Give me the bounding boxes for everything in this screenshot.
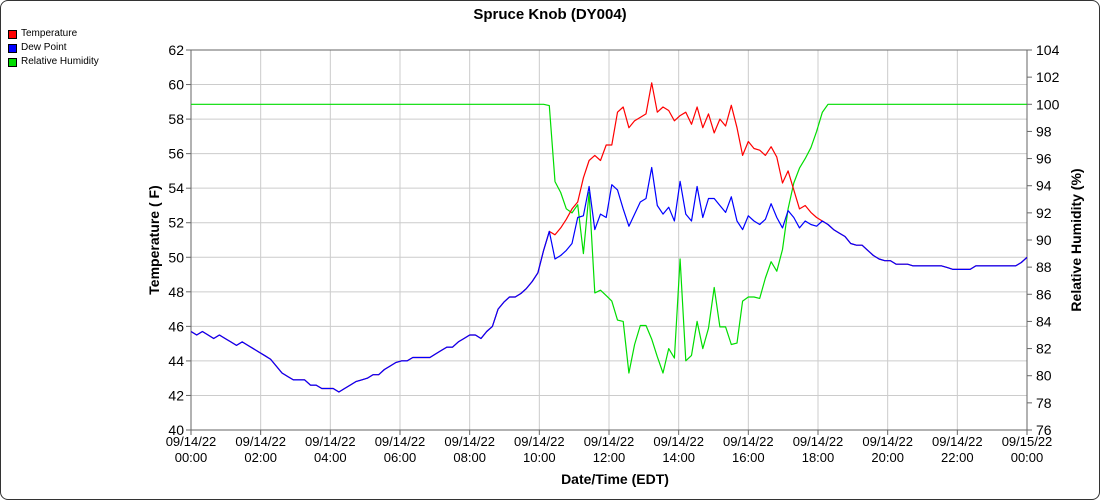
y-tick-label: 54 xyxy=(168,180,184,196)
legend-item-temperature: Temperature xyxy=(8,27,99,41)
grid xyxy=(190,49,1028,431)
legend: Temperature Dew Point Relative Humidity xyxy=(8,27,99,69)
legend-swatch-relative-humidity xyxy=(8,57,17,67)
x-tick-date: 09/14/22 xyxy=(584,434,635,449)
x-tick-time: 00:00 xyxy=(1011,450,1044,465)
x-tick-time: 04:00 xyxy=(314,450,347,465)
x-tick-date: 09/14/22 xyxy=(166,434,217,449)
x-axis-label: Date/Time (EDT) xyxy=(561,471,669,487)
x-tick-date: 09/15/22 xyxy=(1002,434,1053,449)
x-tick-date: 09/14/22 xyxy=(862,434,913,449)
y-tick-label: 48 xyxy=(168,284,184,300)
y-tick-label: 58 xyxy=(168,111,184,127)
y-tick-label: 46 xyxy=(168,318,184,334)
y-tick-label: 62 xyxy=(168,42,184,58)
y2-tick-label: 98 xyxy=(1036,123,1052,139)
y2-tick-label: 92 xyxy=(1036,205,1052,221)
y2-tick-label: 90 xyxy=(1036,232,1052,248)
x-tick-time: 18:00 xyxy=(802,450,835,465)
x-tick-date: 09/14/22 xyxy=(305,434,356,449)
x-tick-date: 09/14/22 xyxy=(723,434,774,449)
series-line-dew-point xyxy=(190,166,1028,393)
y-tick-label: 44 xyxy=(168,353,184,369)
y-tick-label: 50 xyxy=(168,249,184,265)
y-tick-label: 52 xyxy=(168,215,184,231)
x-tick-time: 02:00 xyxy=(244,450,277,465)
y2-tick-label: 96 xyxy=(1036,151,1052,167)
y-tick-label: 42 xyxy=(168,387,184,403)
legend-label-temperature: Temperature xyxy=(21,28,78,39)
legend-item-dew-point: Dew Point xyxy=(8,41,99,55)
series-line-relative-humidity xyxy=(191,103,1027,374)
legend-label-dew-point: Dew Point xyxy=(21,42,67,53)
x-tick-time: 20:00 xyxy=(871,450,904,465)
x-tick-time: 22:00 xyxy=(941,450,974,465)
y2-tick-label: 94 xyxy=(1036,178,1052,194)
y-tick-label: 56 xyxy=(168,146,184,162)
y-axis-label: Temperature ( F) xyxy=(146,185,162,294)
y2-tick-label: 80 xyxy=(1036,368,1052,384)
chart-title: Spruce Knob (DY004) xyxy=(473,6,626,23)
legend-item-relative-humidity: Relative Humidity xyxy=(8,55,99,69)
x-tick-date: 09/14/22 xyxy=(514,434,565,449)
y2-tick-label: 88 xyxy=(1036,259,1052,275)
y2-tick-label: 86 xyxy=(1036,286,1052,302)
y-axis-ticks: 40 42 44 46 48 50 52 54 56 58 60 62 xyxy=(168,42,191,438)
y2-axis-ticks: 76 78 80 82 84 86 88 90 92 94 96 98 100 102 104 xyxy=(1027,42,1060,438)
x-tick-time: 14:00 xyxy=(662,450,695,465)
x-axis-ticks: 09/14/2200:0009/14/2202:0009/14/2204:000… xyxy=(166,430,1053,465)
x-tick-time: 00:00 xyxy=(175,450,208,465)
legend-swatch-dew-point xyxy=(8,43,17,53)
legend-swatch-temperature xyxy=(8,29,17,39)
y2-tick-label: 104 xyxy=(1036,42,1060,58)
x-tick-time: 08:00 xyxy=(453,450,486,465)
x-tick-date: 09/14/22 xyxy=(932,434,983,449)
y2-tick-label: 84 xyxy=(1036,313,1052,329)
y2-tick-label: 78 xyxy=(1036,395,1052,411)
x-tick-date: 09/14/22 xyxy=(793,434,844,449)
x-tick-date: 09/14/22 xyxy=(375,434,426,449)
x-tick-time: 16:00 xyxy=(732,450,765,465)
x-tick-date: 09/14/22 xyxy=(235,434,286,449)
y2-tick-label: 100 xyxy=(1036,96,1060,112)
y2-tick-label: 102 xyxy=(1036,69,1060,85)
legend-label-relative-humidity: Relative Humidity xyxy=(21,56,99,67)
x-tick-date: 09/14/22 xyxy=(653,434,704,449)
y2-tick-label: 76 xyxy=(1036,422,1052,438)
y-tick-label: 60 xyxy=(168,77,184,93)
x-tick-date: 09/14/22 xyxy=(444,434,495,449)
series-lines xyxy=(190,82,1028,393)
y2-tick-label: 82 xyxy=(1036,341,1052,357)
x-tick-time: 12:00 xyxy=(593,450,626,465)
x-tick-time: 06:00 xyxy=(384,450,417,465)
y2-axis-label: Relative Humidity (%) xyxy=(1068,168,1084,311)
y-tick-label: 40 xyxy=(168,422,184,438)
x-tick-time: 10:00 xyxy=(523,450,556,465)
